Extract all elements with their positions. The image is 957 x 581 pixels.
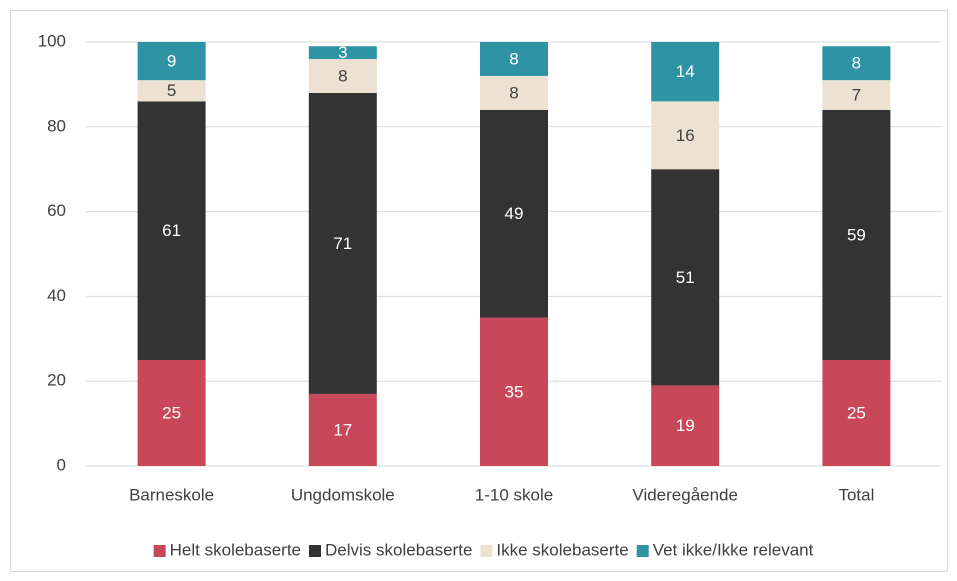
data-label: 16 — [676, 126, 695, 145]
legend-label: Delvis skolebaserte — [325, 540, 472, 559]
bar-segment — [137, 80, 206, 102]
bar-segment — [137, 101, 206, 361]
bar-segment — [651, 169, 720, 386]
bar-segment — [308, 92, 377, 394]
data-label: 9 — [167, 52, 176, 71]
x-tick-label: Ungdomskole — [291, 485, 395, 504]
data-label: 17 — [333, 420, 352, 439]
bar-segment — [480, 109, 548, 318]
data-label: 8 — [509, 83, 518, 102]
legend-swatch — [153, 545, 166, 557]
x-tick-label: Total — [838, 485, 874, 504]
data-label: 7 — [852, 85, 861, 104]
bar-segment — [137, 360, 206, 466]
data-label: 49 — [505, 204, 524, 223]
bar-segment — [822, 109, 891, 360]
data-label: 14 — [676, 62, 695, 81]
bar-segment — [137, 42, 206, 81]
y-tick-label: 60 — [47, 201, 66, 220]
bar-segment — [651, 42, 720, 102]
data-label: 25 — [162, 403, 181, 422]
data-label: 8 — [509, 49, 518, 68]
bar-segment — [651, 385, 720, 466]
data-label: 35 — [505, 382, 524, 401]
bar-segment — [308, 46, 377, 59]
bar-segment — [822, 46, 891, 81]
legend-swatch — [636, 545, 649, 557]
bar-segment — [822, 80, 891, 110]
bar-segment — [480, 75, 548, 110]
y-tick-label: 80 — [47, 116, 66, 135]
bar-segment — [308, 58, 377, 93]
data-label: 5 — [167, 81, 176, 100]
data-label: 25 — [847, 403, 866, 422]
x-tick-label: Videregående — [632, 485, 738, 504]
data-label: 8 — [338, 66, 347, 85]
bar-segment — [308, 393, 377, 466]
y-tick-label: 0 — [57, 455, 66, 474]
data-label: 19 — [676, 416, 695, 435]
data-label: 3 — [338, 43, 347, 62]
legend-swatch — [309, 545, 321, 557]
data-label: 71 — [333, 234, 352, 253]
legend-swatch — [480, 545, 493, 557]
legend-label: Helt skolebaserte — [170, 540, 301, 559]
x-tick-label: 1-10 skole — [475, 485, 553, 504]
data-label: 8 — [852, 54, 861, 73]
data-label: 51 — [676, 268, 695, 287]
legend-label: Vet ikke/Ikke relevant — [653, 540, 814, 559]
bar-segment — [822, 360, 891, 466]
data-label: 59 — [847, 225, 866, 244]
x-tick-label: Barneskole — [129, 485, 214, 504]
y-tick-label: 100 — [38, 31, 66, 50]
y-tick-label: 40 — [47, 286, 66, 305]
bar-segment — [480, 317, 548, 466]
data-label: 61 — [162, 221, 181, 240]
bar-segment — [651, 101, 720, 170]
y-tick-label: 20 — [47, 371, 66, 390]
bar-segment — [480, 42, 548, 76]
legend-label: Ikke skolebaserte — [496, 540, 628, 559]
